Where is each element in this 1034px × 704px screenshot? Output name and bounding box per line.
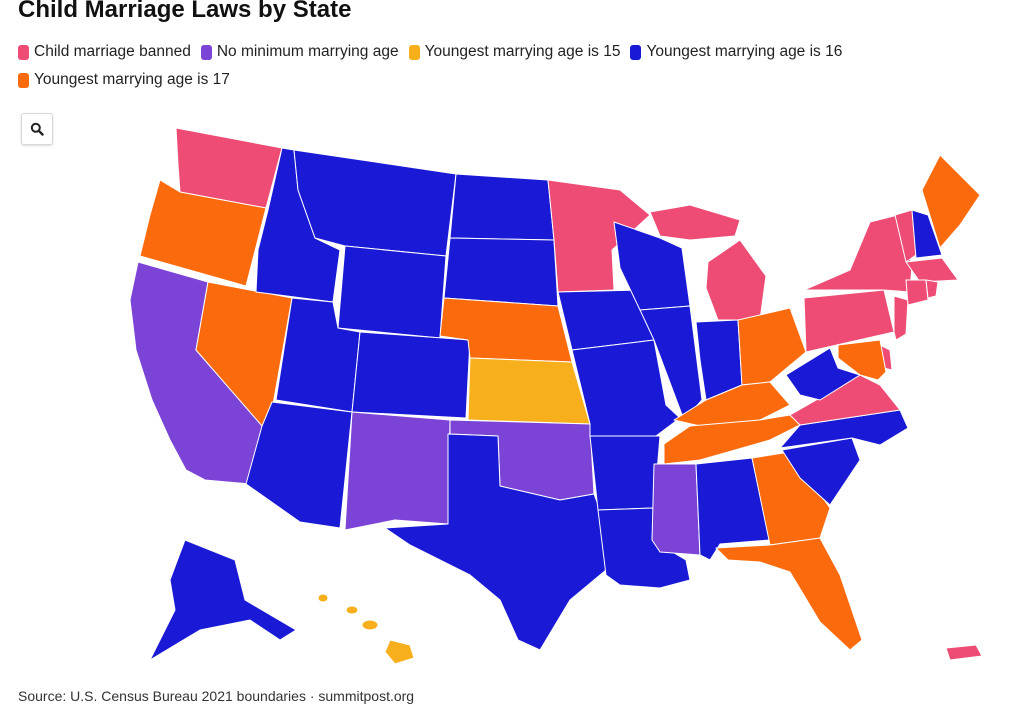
legend-swatch — [18, 44, 29, 60]
state-ak[interactable] — [149, 539, 297, 661]
legend-label: No minimum marrying age — [216, 43, 399, 60]
state-wy[interactable] — [337, 245, 447, 339]
map-title: Child Marriage Laws by State — [18, 0, 352, 23]
legend: Child marriage banned No minimum marrying… — [18, 42, 998, 90]
state-co[interactable] — [351, 331, 471, 419]
state-hi[interactable] — [361, 619, 379, 631]
state-nd[interactable] — [449, 173, 555, 241]
legend-swatch — [18, 72, 29, 88]
state-nj[interactable] — [893, 295, 909, 341]
search-icon — [30, 122, 44, 136]
state-nh[interactable] — [911, 209, 943, 259]
state-tx[interactable] — [384, 433, 607, 651]
legend-item[interactable]: Child marriage banned — [18, 42, 191, 62]
legend-label: Youngest marrying age is 16 — [646, 43, 843, 60]
state-hi[interactable] — [317, 593, 329, 603]
state-mi[interactable] — [649, 204, 741, 241]
state-me[interactable] — [921, 154, 981, 249]
legend-swatch — [200, 44, 212, 60]
legend-item[interactable]: No minimum marrying age — [200, 42, 399, 62]
state-hi[interactable] — [345, 605, 359, 615]
legend-swatch — [630, 44, 642, 60]
legend-label: Youngest marrying age is 15 — [424, 43, 621, 60]
state-ma[interactable] — [905, 257, 959, 283]
state-oh[interactable] — [737, 307, 807, 386]
legend-label: Youngest marrying age is 17 — [34, 71, 230, 88]
state-mn[interactable] — [547, 179, 651, 293]
state-mi[interactable] — [705, 239, 767, 321]
state-or[interactable] — [139, 179, 267, 287]
zoom-button[interactable] — [21, 113, 53, 145]
state-mo[interactable] — [571, 339, 681, 437]
state-nm[interactable] — [344, 411, 451, 531]
state-ri[interactable] — [925, 279, 939, 299]
state-md[interactable] — [837, 339, 887, 381]
legend-item[interactable]: Youngest marrying age is 17 — [18, 70, 230, 90]
legend-item[interactable]: Youngest marrying age is 15 — [408, 42, 621, 62]
state-ny[interactable] — [803, 214, 913, 293]
state-hi[interactable] — [384, 639, 415, 665]
state-pr[interactable] — [945, 644, 983, 661]
source-note: Source: U.S. Census Bureau 2021 boundari… — [18, 688, 415, 704]
state-ct[interactable] — [905, 279, 929, 306]
state-ar[interactable] — [589, 435, 661, 511]
state-ks[interactable] — [467, 357, 591, 425]
legend-swatch — [408, 44, 420, 60]
legend-label: Child marriage banned — [34, 43, 191, 60]
state-fl[interactable] — [715, 537, 863, 651]
state-sd[interactable] — [443, 237, 559, 307]
legend-item[interactable]: Youngest marrying age is 16 — [630, 42, 842, 62]
state-ms[interactable] — [651, 463, 701, 556]
